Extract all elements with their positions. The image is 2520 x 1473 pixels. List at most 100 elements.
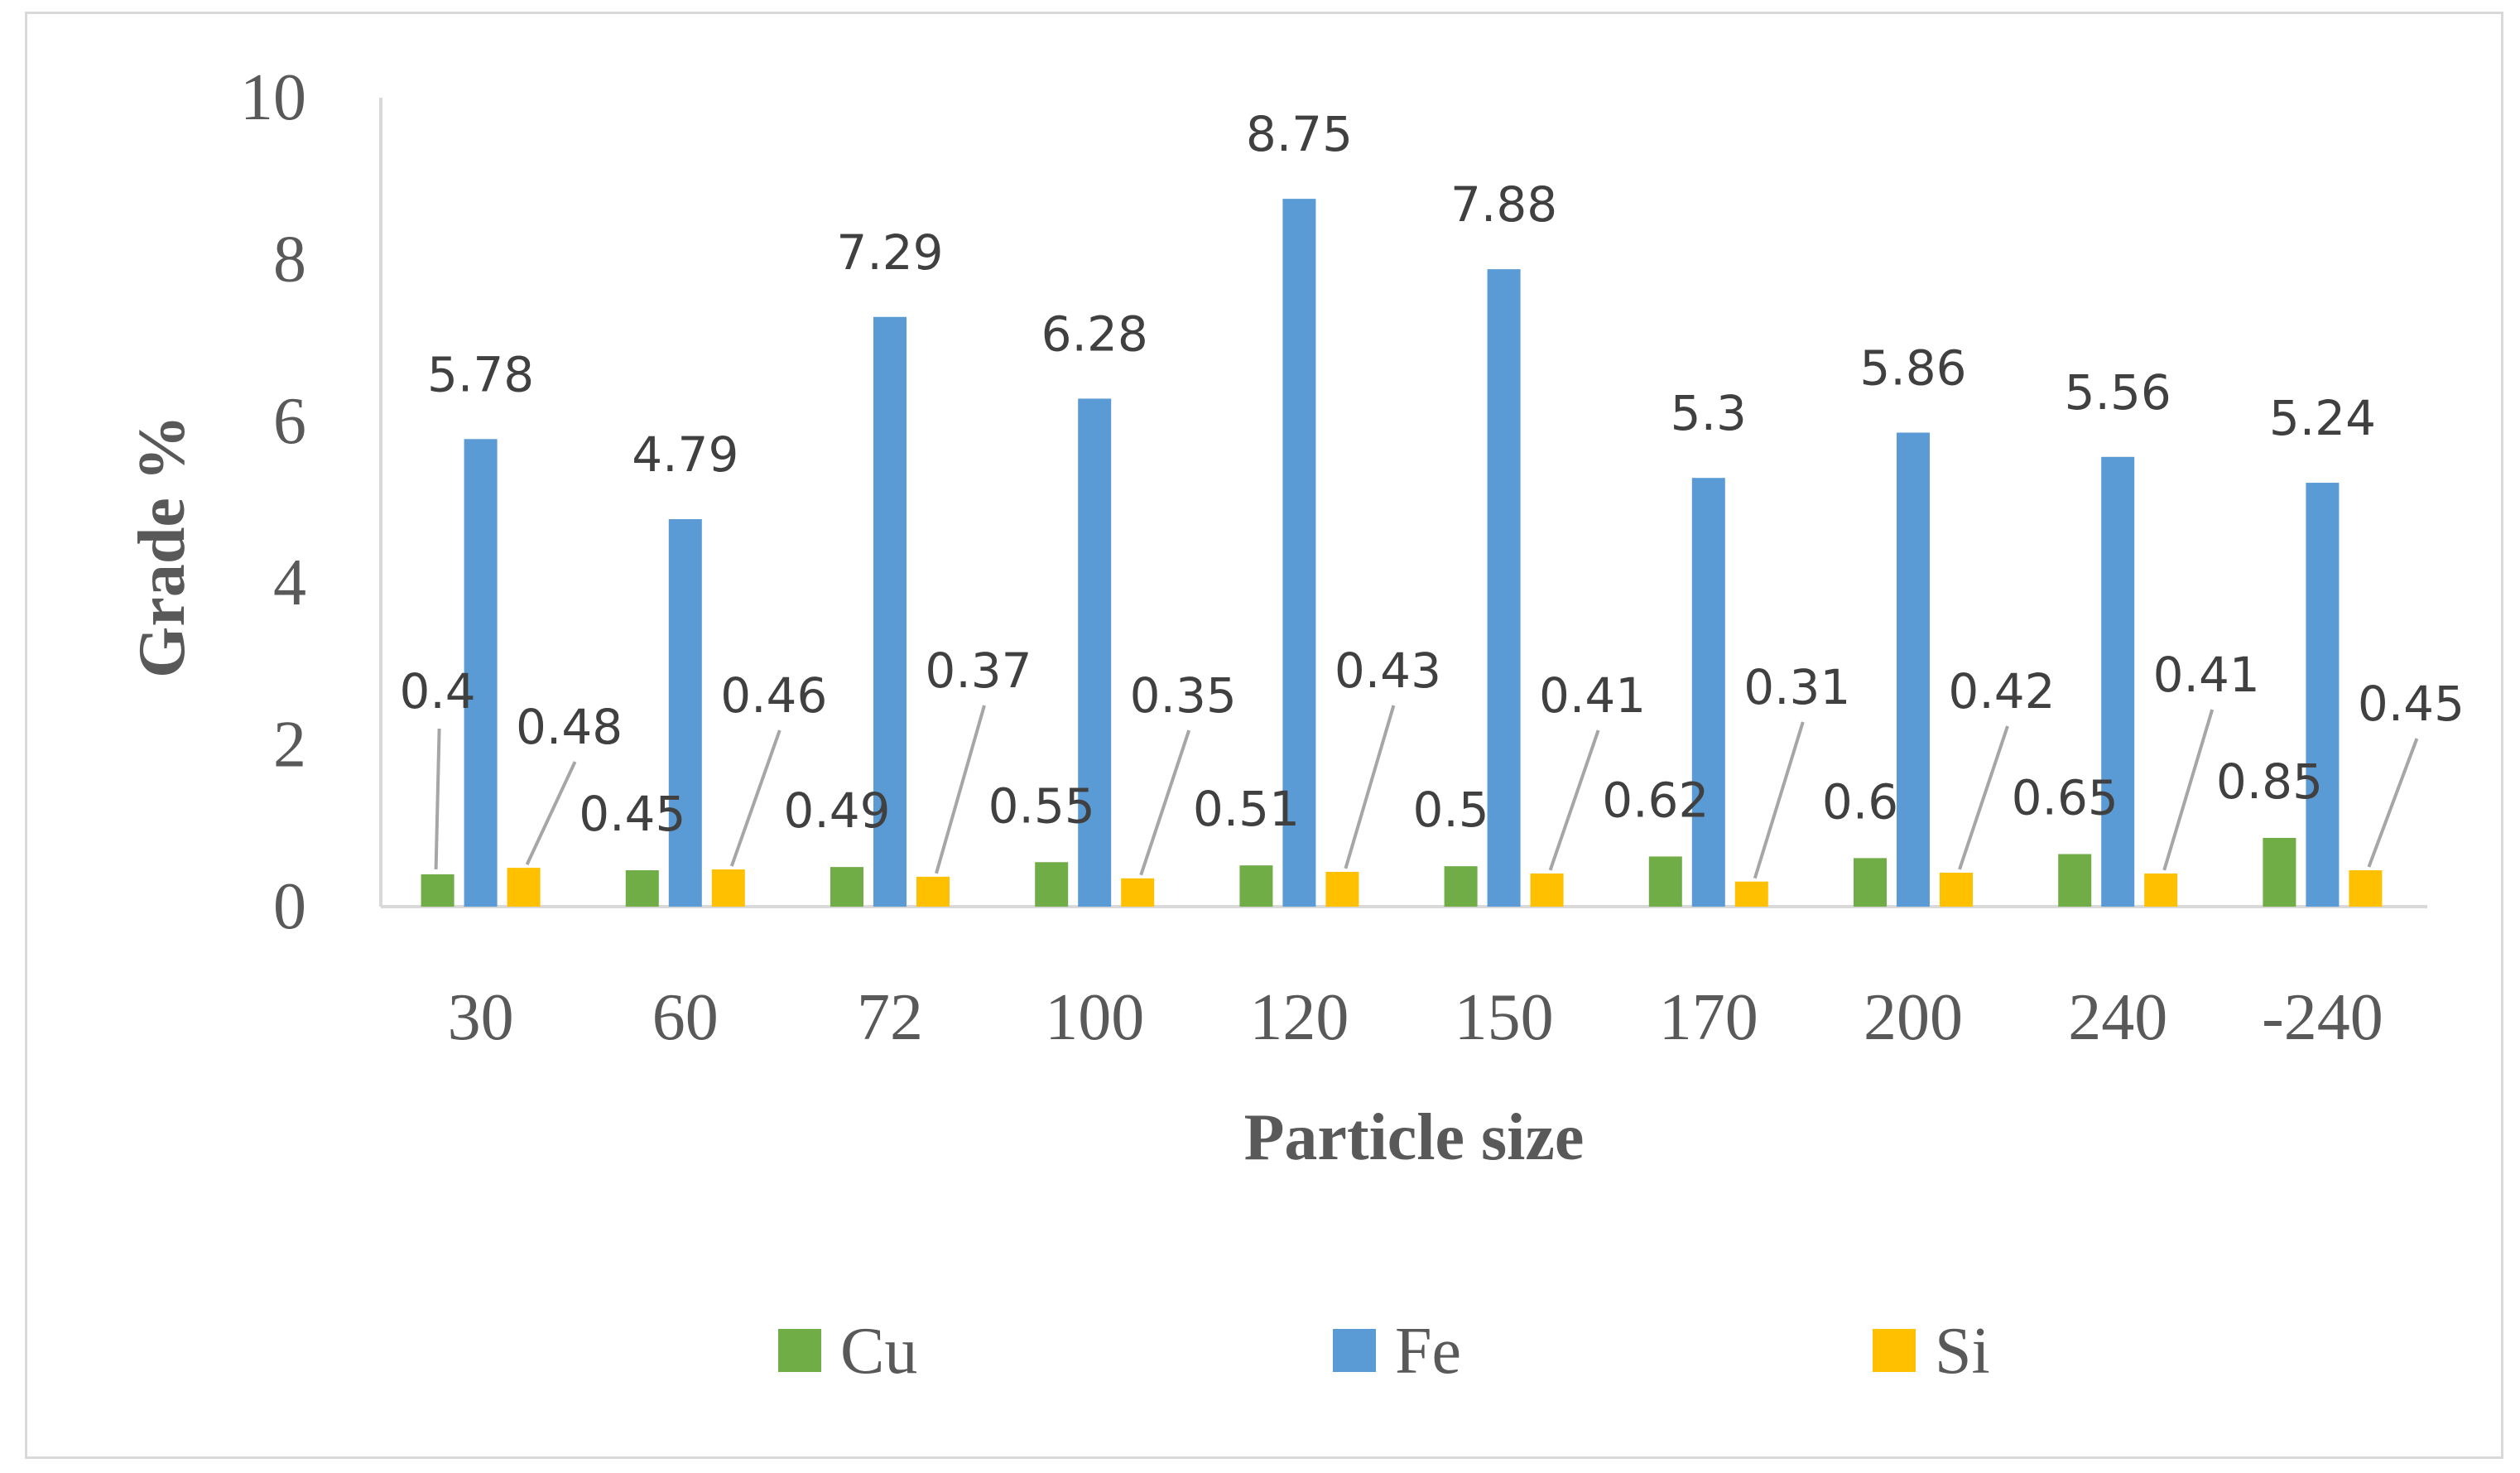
leader-line-si — [2367, 738, 2419, 868]
bar-cu — [2058, 854, 2092, 907]
data-label-si: 0.45 — [2358, 676, 2465, 732]
bar-cu — [1648, 856, 1682, 907]
data-label-si: 0.42 — [1948, 663, 2055, 720]
y-tick-label: 2 — [273, 709, 306, 782]
x-tick-label: 120 — [1249, 981, 1349, 1054]
legend-label-si: Si — [1935, 1315, 1990, 1388]
data-label-fe: 4.79 — [632, 426, 738, 483]
leader-line-si — [729, 729, 781, 867]
bar-si — [507, 868, 541, 907]
leader-line-cu — [434, 728, 441, 869]
x-tick-label: 100 — [1045, 981, 1144, 1054]
leader-line-si — [935, 705, 986, 874]
leader-line-si — [1958, 725, 2009, 870]
leader-line-si — [1753, 721, 1805, 879]
bar-fe — [668, 519, 702, 907]
data-labels: 0.4 0.45 0.49 0.55 0.51 0.5 0.62 0.6 0.65 0.85 5.7… — [399, 106, 2464, 842]
data-label-cu: 0.45 — [579, 786, 685, 842]
bar-fe — [464, 439, 498, 907]
data-label-fe: 5.78 — [427, 346, 534, 402]
x-tick-label: 170 — [1659, 981, 1758, 1054]
legend-swatch-cu — [778, 1329, 821, 1372]
leader-line-si — [525, 761, 577, 865]
x-tick-label: -240 — [2262, 981, 2383, 1054]
leader-line-si — [1139, 729, 1191, 876]
x-tick-label: 240 — [2068, 981, 2167, 1054]
y-tick-label: 0 — [273, 870, 306, 943]
data-label-fe: 5.24 — [2269, 390, 2376, 446]
bar-fe — [1691, 478, 1725, 907]
bar-cu — [421, 874, 454, 907]
data-label-si: 0.41 — [2153, 647, 2260, 703]
data-label-si: 0.37 — [925, 643, 1032, 699]
y-tick-label: 10 — [240, 61, 306, 134]
bar-si — [916, 876, 950, 907]
x-tick-label: 72 — [857, 981, 923, 1054]
bar-si — [1121, 878, 1155, 907]
bar-fe — [1078, 398, 1112, 907]
data-label-si: 0.31 — [1743, 659, 1850, 715]
tick-labels: 0 2 4 6 8 10 30 60 72 100 120 150 170 200 240 -240 — [240, 61, 2383, 1054]
data-label-cu: 0.4 — [399, 663, 475, 720]
y-tick-label: 8 — [273, 223, 306, 296]
bar-cu — [1239, 865, 1273, 907]
bar-cu — [1035, 862, 1069, 907]
bar-si — [2349, 870, 2383, 907]
legend-label-cu: Cu — [840, 1315, 917, 1388]
legend-label-fe: Fe — [1395, 1315, 1461, 1388]
bars — [421, 199, 2383, 907]
data-label-cu: 0.85 — [2216, 753, 2323, 810]
data-label-si: 0.48 — [516, 699, 623, 755]
leader-line-si — [1344, 705, 1396, 869]
bar-si — [1940, 872, 1973, 907]
x-tick-label: 30 — [448, 981, 514, 1054]
data-label-cu: 0.51 — [1193, 781, 1300, 837]
bar-fe — [1282, 199, 1316, 907]
data-label-cu: 0.5 — [1412, 782, 1488, 838]
data-label-cu: 0.65 — [2012, 769, 2118, 826]
legend: Cu Fe Si — [778, 1315, 1990, 1388]
leader-line-si — [1548, 729, 1600, 871]
data-label-cu: 0.62 — [1602, 772, 1709, 828]
data-label-si: 0.43 — [1335, 643, 1441, 699]
bar-cu — [1444, 866, 1478, 907]
x-axis-title: Particle size — [1244, 1101, 1585, 1174]
bar-cu — [1854, 858, 1887, 907]
x-tick-label: 150 — [1455, 981, 1554, 1054]
data-label-fe: 8.75 — [1246, 106, 1353, 162]
data-label-cu: 0.55 — [988, 777, 1095, 834]
leader-line-si — [2162, 709, 2215, 871]
bar-fe — [1897, 432, 1930, 907]
bar-fe — [1487, 269, 1521, 907]
y-axis-title: Grade % — [126, 415, 199, 678]
data-label-fe: 7.88 — [1450, 176, 1557, 233]
x-tick-label: 200 — [1864, 981, 1963, 1054]
y-tick-label: 4 — [273, 546, 306, 619]
bar-fe — [873, 316, 907, 907]
legend-swatch-fe — [1333, 1329, 1376, 1372]
bar-si — [2144, 873, 2178, 907]
bar-cu — [830, 867, 863, 907]
data-label-si: 0.46 — [720, 667, 827, 724]
leader-lines — [434, 705, 2419, 879]
bar-fe — [2306, 483, 2340, 907]
data-label-si: 0.35 — [1130, 667, 1237, 724]
y-tick-label: 6 — [273, 385, 306, 458]
data-label-cu: 0.6 — [1822, 773, 1898, 830]
bar-si — [1530, 873, 1564, 907]
data-label-fe: 7.29 — [836, 224, 943, 281]
bar-si — [1734, 881, 1768, 907]
data-label-si: 0.41 — [1539, 667, 1646, 724]
data-label-fe: 5.56 — [2065, 364, 2171, 421]
bar-cu — [2263, 837, 2296, 907]
data-label-fe: 5.86 — [1859, 339, 1966, 396]
bar-si — [711, 869, 745, 907]
bar-cu — [625, 870, 659, 907]
data-label-cu: 0.49 — [783, 782, 890, 839]
bar-fe — [2101, 456, 2135, 907]
x-tick-label: 60 — [652, 981, 719, 1054]
data-label-fe: 5.3 — [1671, 385, 1747, 441]
legend-swatch-si — [1873, 1329, 1916, 1372]
data-label-fe: 6.28 — [1041, 306, 1148, 362]
